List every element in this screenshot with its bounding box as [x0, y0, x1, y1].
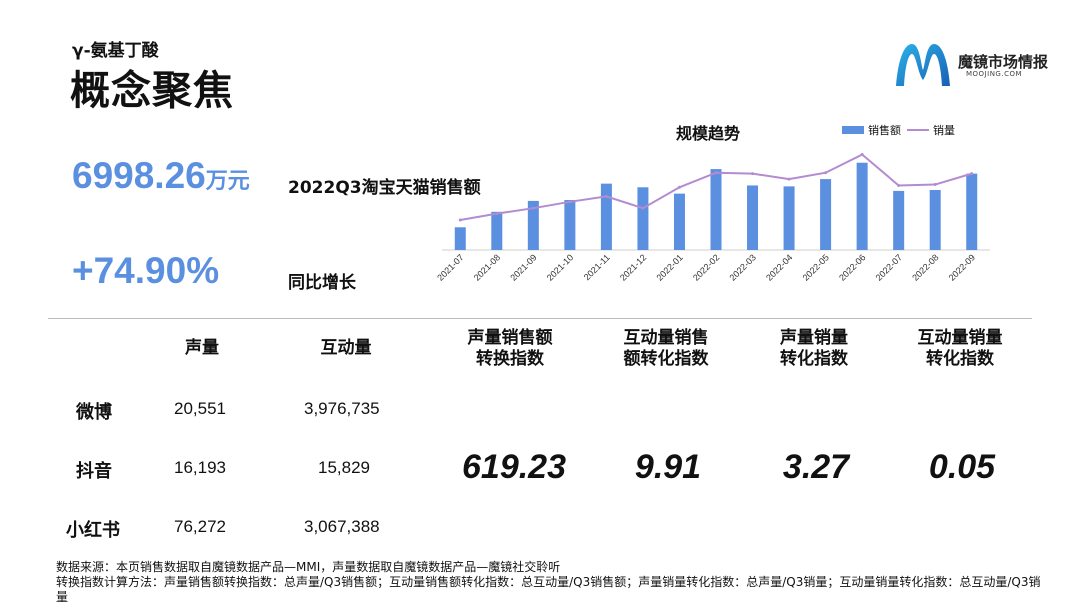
- trend-chart: 2021-07 2021-08 2021-09 2021-10 2021-11 2021-…: [435, 153, 990, 283]
- xiaohongshu-interaction: 3,067,388: [304, 517, 380, 536]
- douyin-volume: 16,193: [174, 458, 226, 477]
- legend-bar-swatch: [842, 126, 864, 134]
- header-volume: 声量: [185, 338, 219, 358]
- x-tick-label: 2022-02: [691, 252, 721, 282]
- chart-title: 规模趋势: [676, 124, 741, 143]
- footnote-method: 转换指数计算方法：声量销售额转换指数：总声量/Q3销售额；互动量销售额转化指数：…: [56, 575, 1041, 604]
- header-interaction: 互动量: [320, 338, 372, 358]
- page-title: 概念聚焦: [70, 68, 234, 114]
- line-point-2022-03: [751, 172, 755, 176]
- x-tick-label: 2021-10: [545, 252, 575, 282]
- bar-2022-01: [673, 193, 685, 250]
- line-point-2022-08: [933, 183, 937, 187]
- line-point-2021-07: [458, 218, 462, 222]
- growth-kpi-label: 同比增长: [288, 273, 356, 293]
- header-volume-sales-index: 声量销售额 转换指数: [467, 328, 553, 369]
- bar-2022-02: [710, 169, 722, 250]
- volume-qty-index-value: 3.27: [782, 448, 850, 486]
- xiaohongshu-volume: 76,272: [174, 517, 226, 536]
- legend-line-swatch: [907, 129, 929, 131]
- legend-series-sales: 销售额: [868, 124, 901, 137]
- bar-2022-03: [747, 185, 759, 250]
- x-tick-label: 2021-09: [508, 252, 538, 282]
- growth-kpi-value: +74.90%: [72, 250, 220, 291]
- x-tick-label: 2021-11: [582, 252, 612, 282]
- line-point-2022-01: [677, 185, 681, 189]
- sales-kpi-label: 2022Q3淘宝天猫销售额: [288, 178, 481, 198]
- x-tick-label: 2022-01: [654, 252, 684, 282]
- x-tick-label: 2021-07: [435, 252, 465, 282]
- line-point-2022-05: [824, 171, 828, 175]
- bar-2022-06: [856, 162, 868, 250]
- x-tick-label: 2022-07: [874, 252, 904, 282]
- x-tick-label: 2021-08: [472, 252, 502, 282]
- bar-2021-12: [637, 187, 649, 250]
- x-tick-label: 2022-04: [764, 252, 794, 282]
- sales-kpi-value: 6998.26: [72, 155, 206, 196]
- footnote-source: 数据来源：本页销售数据取自魔镜数据产品—MMI，声量数据取自魔镜数据产品—魔镜社…: [56, 560, 561, 574]
- footnote: 数据来源：本页销售数据取自魔镜数据产品—MMI，声量数据取自魔镜数据产品—魔镜社…: [56, 560, 1046, 605]
- x-tick-label: 2022-08: [910, 252, 940, 282]
- bar-2021-11: [600, 183, 612, 250]
- line-point-2022-02: [714, 171, 718, 175]
- line-point-2021-08: [495, 212, 499, 216]
- volume-sales-index-value: 619.23: [462, 448, 566, 486]
- bar-2021-07: [454, 227, 466, 250]
- bar-2022-05: [820, 179, 832, 250]
- line-point-2022-07: [897, 183, 901, 187]
- bar-2021-08: [491, 211, 503, 250]
- line-point-2022-04: [787, 177, 791, 181]
- interaction-qty-index-value: 0.05: [928, 448, 996, 486]
- douyin-interaction: 15,829: [318, 458, 370, 477]
- line-point-2022-09: [970, 172, 974, 176]
- header-interaction-sales-index: 互动量销售 额转化指数: [623, 328, 709, 369]
- bar-2022-09: [966, 173, 978, 250]
- x-tick-label: 2021-12: [618, 252, 648, 282]
- line-point-2021-09: [531, 206, 535, 210]
- page-subtitle: γ-氨基丁酸: [72, 41, 159, 61]
- interaction-sales-index-value: 9.91: [634, 448, 702, 486]
- bar-2022-04: [783, 186, 795, 250]
- line-point-2021-10: [568, 200, 572, 204]
- bar-2022-07: [893, 190, 905, 250]
- line-point-2021-11: [604, 194, 608, 198]
- section-divider: [48, 318, 1032, 319]
- row-label-xiaohongshu: 小红书: [66, 520, 120, 541]
- bar-2021-09: [527, 200, 539, 250]
- row-label-douyin: 抖音: [76, 461, 112, 482]
- x-tick-label: 2022-05: [801, 252, 831, 282]
- bar-2021-10: [564, 200, 576, 250]
- x-tick-label: 2022-03: [728, 252, 758, 282]
- sales-kpi: 6998.26万元: [72, 155, 250, 197]
- sales-kpi-unit: 万元: [205, 168, 250, 193]
- moojing-logo-icon: [896, 44, 950, 86]
- chart-legend: 销售额 销量: [842, 122, 955, 138]
- bar-2022-08: [929, 190, 941, 250]
- header-volume-qty-index: 声量销量 转化指数: [780, 328, 848, 369]
- legend-series-volume: 销量: [933, 124, 955, 137]
- weibo-interaction: 3,976,735: [304, 399, 380, 418]
- logo-domain: MOOJING.COM: [966, 70, 1023, 78]
- weibo-volume: 20,551: [174, 399, 226, 418]
- x-tick-label: 2022-09: [947, 252, 977, 282]
- line-point-2022-06: [860, 153, 864, 157]
- logo-name: 魔镜市场情报: [958, 53, 1049, 71]
- row-label-weibo: 微博: [76, 402, 112, 423]
- line-point-2021-12: [641, 206, 645, 210]
- x-tick-label: 2022-06: [837, 252, 867, 282]
- header-interaction-qty-index: 互动量销量 转化指数: [917, 328, 1003, 369]
